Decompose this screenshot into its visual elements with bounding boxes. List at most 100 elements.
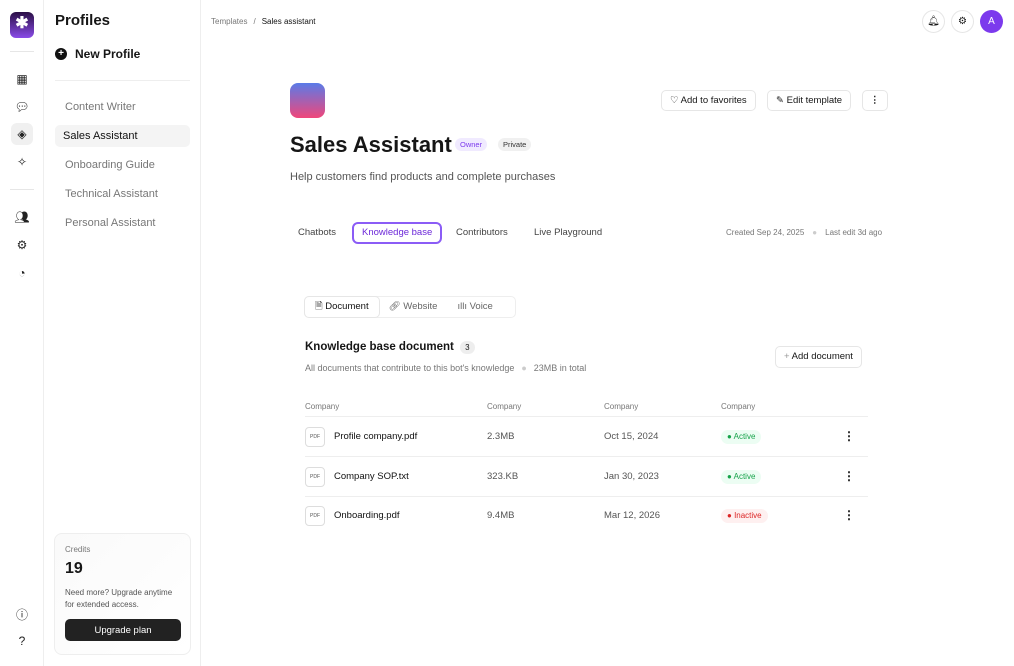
kb-subtitle: All documents that contribute to this bo… [305, 363, 515, 373]
more-options-button[interactable]: ⋮ [862, 90, 888, 111]
page-title: Sales Assistant [290, 132, 452, 157]
section-subtitle: All documents that contribute to this bo… [305, 363, 587, 373]
profile-icon [290, 83, 325, 118]
created-date: Created Sep 24, 2025 [726, 228, 805, 237]
tab-live-playground[interactable]: Live Playground [534, 227, 603, 238]
profile-item-personal-assistant[interactable]: Personal Assistant [65, 217, 156, 229]
table-row[interactable]: PDF Profile company.pdf 2.3MB Oct 15, 20… [305, 417, 868, 456]
divider [10, 51, 34, 52]
document-icon: 🗎 [315, 301, 326, 312]
breadcrumb-current: Sales assistant [261, 17, 316, 26]
new-profile-button[interactable]: + New Profile [55, 47, 140, 61]
owner-badge: Owner [455, 138, 488, 151]
chat-icon[interactable]: 💬︎ [14, 100, 30, 114]
file-icon: PDF [305, 427, 325, 447]
file-name: Company SOP.txt [334, 470, 409, 482]
sidebar-title: Profiles [55, 12, 111, 29]
segment-label: Voice [469, 301, 493, 312]
kb-total: 23MB in total [533, 363, 587, 373]
bell-icon[interactable]: 🔔︎ [922, 10, 945, 33]
info-icon[interactable]: ⓘ [15, 608, 28, 622]
segment-document[interactable]: 🗎 Document [305, 297, 379, 317]
plus-icon: + [55, 48, 67, 60]
column-header: Company [604, 402, 639, 411]
profile-item-onboarding-guide[interactable]: Onboarding Guide [65, 159, 155, 171]
section-title: Knowledge base document 3 [305, 341, 475, 354]
tab-knowledge-base[interactable]: Knowledge base [352, 222, 443, 244]
breadcrumb-templates[interactable]: Templates [211, 17, 248, 26]
edit-template-button[interactable]: ✎ Edit template [767, 90, 852, 111]
column-header: Company [487, 402, 522, 411]
status-badge: ● Inactive [721, 509, 768, 523]
segment-website[interactable]: 🔗︎ Website [379, 297, 448, 317]
app-logo[interactable]: ✱ [10, 12, 34, 38]
profile-item-sales-assistant[interactable]: Sales Assistant [55, 125, 190, 147]
edit-label: Edit template [786, 95, 843, 106]
table-row[interactable]: PDF Onboarding.pdf 9.4MB Mar 12, 2026 ● … [305, 496, 868, 535]
settings-icon[interactable]: ⚙ [16, 238, 28, 252]
link-icon: 🔗︎ [388, 301, 404, 312]
add-to-favorites-button[interactable]: ♡ Add to favorites [661, 90, 756, 111]
breadcrumb: Templates / Sales assistant [211, 17, 316, 26]
kb-title: Knowledge base document [305, 341, 454, 353]
divider [55, 80, 190, 81]
status-label: Active [733, 432, 756, 441]
file-icon: PDF [305, 466, 325, 487]
file-date: Mar 12, 2026 [604, 510, 660, 521]
column-header: Company [305, 402, 340, 411]
profile-meta: Created Sep 24, 2025 ● Last edit 3d ago [726, 228, 883, 237]
source-type-switcher: 🗎 Document 🔗︎ Website ıllı Voice [304, 296, 516, 318]
credits-value: 19 [65, 560, 83, 577]
profile-item-technical-assistant[interactable]: Technical Assistant [65, 188, 158, 200]
row-menu-icon[interactable]: ⋮ [843, 429, 855, 443]
segment-label: Document [325, 301, 369, 312]
status-badge: ● Active [721, 430, 762, 444]
file-size: 323.KB [487, 470, 519, 482]
breadcrumb-separator: / [253, 17, 256, 26]
credits-description: Need more? Upgrade anytime for extended … [65, 588, 173, 609]
add-document-button[interactable]: + Add document [775, 346, 862, 368]
file-icon: PDF [305, 506, 325, 526]
file-size: 2.3MB [487, 431, 515, 442]
profiles-sidebar: Profiles + New Profile Content Writer Sal… [44, 0, 201, 666]
file-size: 9.4MB [487, 510, 515, 521]
layers-icon[interactable]: ◈ [11, 123, 33, 145]
new-profile-label: New Profile [75, 47, 141, 61]
pencil-icon: ✎ [776, 95, 787, 106]
last-edit: Last edit 3d ago [825, 228, 883, 237]
file-name: Onboarding.pdf [334, 510, 400, 521]
document-count: 3 [459, 341, 475, 354]
segment-label: Website [403, 301, 438, 312]
upgrade-plan-button[interactable]: Upgrade plan [65, 619, 181, 641]
credits-card: Credits 19 Need more? Upgrade anytime fo… [54, 533, 191, 655]
row-menu-icon[interactable]: ⋮ [843, 468, 855, 483]
icon-rail: ✱ ▦ 💬︎ ◈ ✧ 👥︎ ⚙ ◔ ⓘ ? [0, 0, 44, 666]
status-label: Active [733, 471, 756, 481]
plus-icon: + [784, 351, 792, 362]
status-badge: ● Active [721, 469, 762, 484]
pie-chart-icon[interactable]: ◔ [18, 266, 26, 280]
help-icon[interactable]: ? [18, 634, 26, 648]
waveform-icon: ıllı [457, 301, 470, 312]
add-document-label: Add document [791, 351, 853, 362]
private-badge: Private [498, 138, 532, 151]
grid-icon[interactable]: ▦ [16, 72, 28, 86]
sparkle-icon[interactable]: ✧ [16, 155, 28, 169]
tab-chatbots[interactable]: Chatbots [298, 227, 337, 238]
segment-voice[interactable]: ıllı Voice [447, 297, 502, 317]
users-icon[interactable]: 👥︎ [14, 210, 30, 224]
table-row[interactable]: PDF Company SOP.txt 323.KB Jan 30, 2023 … [305, 457, 868, 496]
heart-icon: ♡ [670, 95, 681, 106]
row-menu-icon[interactable]: ⋮ [843, 508, 855, 522]
divider [305, 456, 868, 457]
profile-item-content-writer[interactable]: Content Writer [65, 101, 136, 113]
credits-label: Credits [65, 545, 91, 554]
tab-contributors[interactable]: Contributors [456, 227, 508, 238]
column-header: Company [721, 402, 756, 411]
file-date: Oct 15, 2024 [604, 431, 659, 442]
status-label: Inactive [734, 511, 762, 520]
avatar[interactable]: A [980, 10, 1003, 33]
divider [10, 189, 34, 190]
settings-icon[interactable]: ⚙ [951, 10, 974, 33]
file-date: Jan 30, 2023 [604, 470, 659, 482]
